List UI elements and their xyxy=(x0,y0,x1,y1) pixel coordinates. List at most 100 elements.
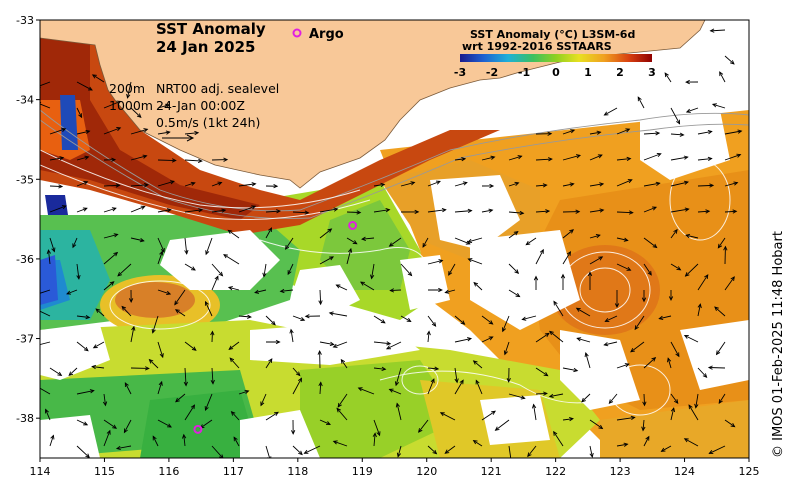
current-arrow xyxy=(210,330,215,343)
current-arrow xyxy=(152,435,159,447)
current-arrow xyxy=(715,341,726,356)
current-arrow xyxy=(227,286,240,291)
current-arrow xyxy=(641,290,647,303)
current-arrow xyxy=(265,339,281,345)
current-arrow xyxy=(508,393,526,400)
time-label: 24-Jan 00:00Z xyxy=(156,98,245,113)
current-arrow xyxy=(724,209,738,214)
current-arrow xyxy=(422,237,429,248)
current-arrow xyxy=(589,130,602,135)
current-arrow xyxy=(103,207,117,213)
current-arrow xyxy=(603,107,618,116)
current-arrow xyxy=(157,158,177,163)
current-arrow xyxy=(336,407,348,421)
current-arrow xyxy=(508,231,519,239)
current-arrow xyxy=(211,181,223,187)
current-arrow xyxy=(373,315,386,324)
current-arrow xyxy=(668,290,674,302)
current-arrow xyxy=(184,181,196,187)
current-arrow xyxy=(670,107,681,125)
current-arrow xyxy=(148,358,159,369)
current-arrow xyxy=(548,393,564,399)
current-arrow xyxy=(123,419,132,434)
current-arrow xyxy=(318,289,323,306)
current-arrow xyxy=(40,81,51,88)
lon-tick-label: 121 xyxy=(481,465,502,478)
current-arrow xyxy=(292,445,303,456)
current-arrow xyxy=(346,247,353,265)
current-arrow xyxy=(157,237,165,253)
current-arrow xyxy=(174,289,186,306)
current-arrow xyxy=(643,435,650,447)
argo-floats xyxy=(193,220,358,434)
current-arrow xyxy=(562,154,582,161)
current-arrow xyxy=(562,367,579,373)
current-arrow xyxy=(521,315,537,321)
current-arrow xyxy=(604,315,618,322)
current-arrow xyxy=(157,419,172,428)
current-arrow xyxy=(508,181,520,187)
current-arrow xyxy=(643,357,657,369)
current-arrow xyxy=(76,181,89,187)
depth-200-label: 200m xyxy=(109,81,145,96)
current-arrow xyxy=(284,237,294,250)
colorbar-tick-label: -3 xyxy=(454,66,466,79)
current-arrow xyxy=(370,263,375,280)
current-arrow xyxy=(40,310,51,317)
current-arrow xyxy=(670,155,689,161)
current-arrow xyxy=(290,419,296,435)
colorbar-tick-label: -1 xyxy=(518,66,530,79)
current-arrow xyxy=(103,419,118,429)
current-arrow xyxy=(503,341,510,356)
current-arrow xyxy=(535,248,544,265)
current-arrow xyxy=(642,393,647,407)
current-arrow xyxy=(91,364,105,370)
current-arrow xyxy=(724,419,736,428)
current-arrow xyxy=(385,341,402,350)
current-arrow xyxy=(454,315,466,325)
current-arrow xyxy=(481,315,494,325)
current-arrow xyxy=(373,419,381,437)
current-arrow xyxy=(719,71,726,83)
current-arrow xyxy=(103,157,117,162)
lat-axis: -33 -34 -35 -36 -37 -38 xyxy=(16,14,40,425)
current-arrow xyxy=(265,358,273,369)
current-arrow xyxy=(265,209,281,214)
current-arrow xyxy=(603,341,618,347)
colorbar-ticks: -3 -2 -1 0 1 2 3 xyxy=(454,66,656,79)
current-arrow xyxy=(670,180,689,187)
current-arrow xyxy=(229,357,240,369)
current-arrow xyxy=(494,419,510,431)
current-arrow xyxy=(332,341,348,348)
current-arrow xyxy=(427,315,437,327)
lon-tick-label: 118 xyxy=(287,465,308,478)
current-arrows xyxy=(40,28,743,458)
current-arrow xyxy=(481,155,496,161)
argo-legend-icon xyxy=(292,28,302,38)
current-arrow xyxy=(204,300,213,317)
current-arrow xyxy=(292,367,301,377)
current-arrow xyxy=(340,358,348,369)
current-arrow xyxy=(68,367,78,377)
current-arrow xyxy=(279,288,294,294)
current-arrow xyxy=(210,367,215,385)
current-arrow xyxy=(130,182,149,188)
current-arrow xyxy=(694,393,699,409)
current-arrow xyxy=(418,419,429,433)
current-arrow xyxy=(49,127,67,135)
current-arrow xyxy=(527,445,537,458)
current-arrow xyxy=(444,289,456,294)
current-arrow xyxy=(535,157,553,162)
current-arrow xyxy=(76,107,83,119)
current-arrow xyxy=(184,130,200,136)
current-arrow xyxy=(616,128,631,135)
current-arrow xyxy=(157,208,172,213)
current-arrow xyxy=(396,445,402,458)
current-arrow xyxy=(335,284,348,291)
current-arrow xyxy=(205,237,213,256)
current-arrow xyxy=(157,130,171,135)
scale-arrow-icon xyxy=(162,134,195,142)
current-arrow xyxy=(426,330,431,343)
current-arrow xyxy=(265,227,273,239)
current-arrow xyxy=(444,445,456,454)
